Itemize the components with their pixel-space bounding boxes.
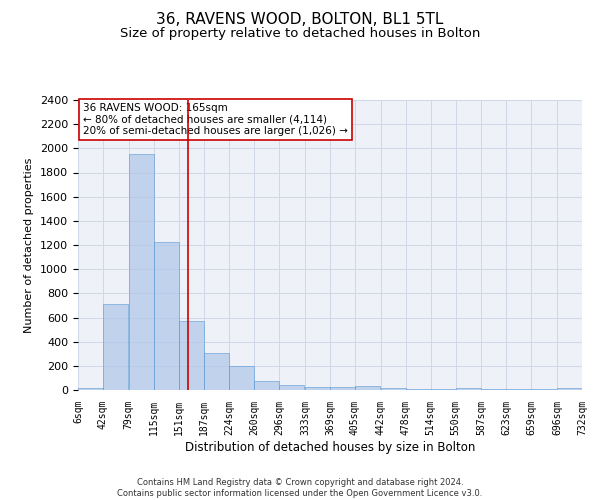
X-axis label: Distribution of detached houses by size in Bolton: Distribution of detached houses by size … (185, 440, 475, 454)
Bar (154, 242, 179, 390)
Bar (128, 154, 154, 390)
Text: 36 RAVENS WOOD: 165sqm
← 80% of detached houses are smaller (4,114)
20% of semi-: 36 RAVENS WOOD: 165sqm ← 80% of detached… (83, 103, 348, 136)
Bar (380, 388, 406, 390)
Bar (229, 366, 254, 390)
Bar (103, 304, 128, 390)
Text: Contains HM Land Registry data © Crown copyright and database right 2024.
Contai: Contains HM Land Registry data © Crown c… (118, 478, 482, 498)
Bar (203, 353, 229, 390)
Bar (557, 388, 582, 390)
Y-axis label: Number of detached properties: Number of detached properties (25, 158, 34, 332)
Bar (78, 388, 103, 390)
Bar (330, 387, 355, 390)
Bar (305, 387, 330, 390)
Text: Size of property relative to detached houses in Bolton: Size of property relative to detached ho… (120, 28, 480, 40)
Text: 36, RAVENS WOOD, BOLTON, BL1 5TL: 36, RAVENS WOOD, BOLTON, BL1 5TL (157, 12, 443, 28)
Bar (406, 389, 431, 390)
Bar (179, 320, 203, 390)
Bar (455, 388, 481, 390)
Bar (355, 386, 380, 390)
Bar (254, 381, 280, 390)
Bar (280, 385, 304, 390)
